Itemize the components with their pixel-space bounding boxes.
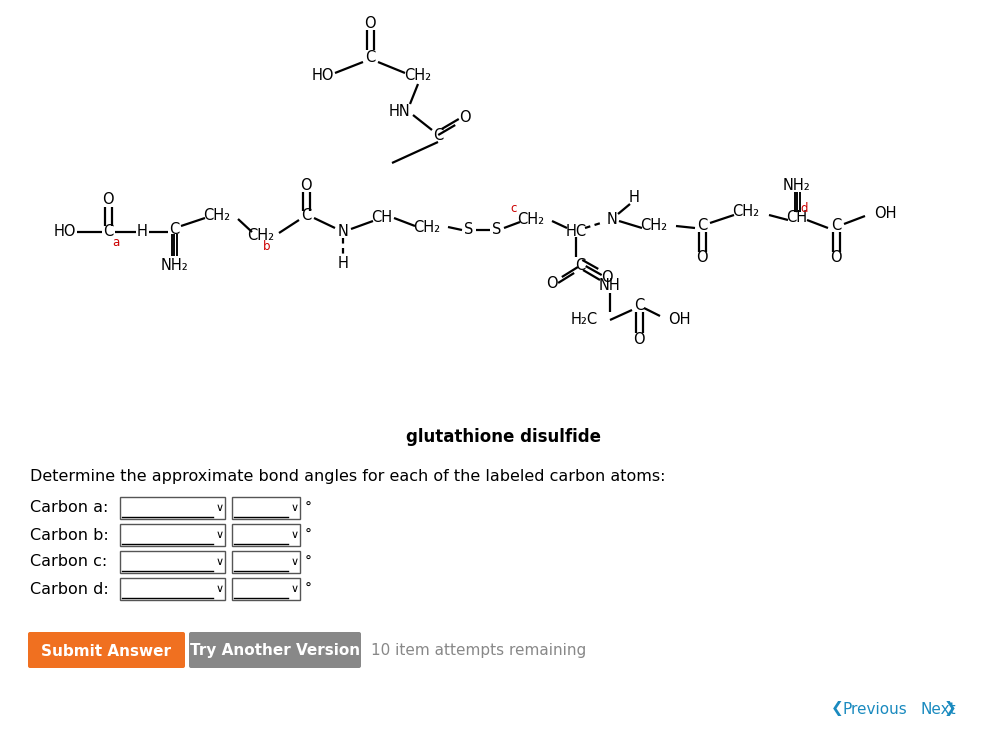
Text: Next: Next [920, 702, 956, 716]
Text: H: H [628, 190, 639, 206]
Text: S: S [464, 223, 473, 238]
Text: S: S [492, 223, 501, 238]
Text: NH₂: NH₂ [160, 258, 188, 272]
Text: HC: HC [566, 223, 586, 238]
Text: O: O [696, 251, 708, 266]
Text: C: C [575, 258, 585, 272]
Text: b: b [263, 240, 271, 252]
Text: c: c [511, 201, 518, 215]
FancyBboxPatch shape [232, 551, 300, 573]
Text: ∨: ∨ [215, 503, 225, 513]
Text: O: O [459, 110, 471, 124]
Text: Submit Answer: Submit Answer [41, 644, 171, 659]
FancyBboxPatch shape [120, 524, 225, 546]
Text: HN: HN [389, 104, 411, 119]
Text: C: C [831, 218, 841, 232]
Text: ∨: ∨ [215, 584, 225, 594]
Text: C: C [633, 298, 644, 314]
Text: C: C [433, 129, 443, 144]
Text: NH: NH [599, 278, 621, 292]
Text: H: H [337, 255, 348, 271]
Text: ∨: ∨ [291, 530, 299, 540]
Text: OH: OH [874, 206, 896, 221]
Text: °: ° [305, 555, 312, 569]
Text: ∨: ∨ [215, 530, 225, 540]
Text: °: ° [305, 528, 312, 542]
Text: °: ° [305, 582, 312, 596]
Text: Previous: Previous [843, 702, 907, 716]
Text: ∨: ∨ [215, 557, 225, 567]
Text: HO: HO [312, 69, 334, 84]
Text: OH: OH [668, 312, 691, 326]
Text: C: C [697, 218, 707, 232]
Text: °: ° [305, 501, 312, 515]
Text: O: O [546, 277, 558, 292]
Text: Carbon c:: Carbon c: [30, 554, 108, 570]
Text: ❯: ❯ [944, 702, 957, 716]
Text: C: C [103, 224, 113, 240]
Text: C: C [301, 209, 311, 223]
Text: CH₂: CH₂ [518, 212, 545, 226]
Text: H: H [137, 224, 147, 240]
Text: N: N [337, 224, 348, 240]
Text: 10 item attempts remaining: 10 item attempts remaining [371, 644, 586, 659]
FancyBboxPatch shape [120, 497, 225, 519]
Text: O: O [633, 332, 644, 348]
Text: glutathione disulfide: glutathione disulfide [406, 428, 600, 446]
Text: ❮: ❮ [831, 702, 844, 716]
Text: ∨: ∨ [291, 584, 299, 594]
Text: CH₂: CH₂ [405, 69, 432, 84]
Text: O: O [830, 251, 842, 266]
Text: N: N [606, 212, 617, 226]
FancyBboxPatch shape [232, 524, 300, 546]
Text: O: O [601, 269, 613, 284]
Text: Determine the approximate bond angles for each of the labeled carbon atoms:: Determine the approximate bond angles fo… [30, 469, 666, 485]
Text: CH₂: CH₂ [203, 207, 231, 223]
Text: NH₂: NH₂ [783, 178, 811, 192]
Text: d: d [801, 201, 808, 215]
Text: ∨: ∨ [291, 503, 299, 513]
Text: H₂C: H₂C [571, 312, 598, 328]
FancyBboxPatch shape [232, 497, 300, 519]
FancyBboxPatch shape [28, 632, 185, 668]
Text: Carbon a:: Carbon a: [30, 500, 109, 516]
Text: Carbon d:: Carbon d: [30, 582, 109, 596]
Text: HO: HO [53, 224, 76, 240]
Text: CH₂: CH₂ [414, 221, 441, 235]
Text: CH₂: CH₂ [248, 229, 275, 243]
FancyBboxPatch shape [232, 578, 300, 600]
FancyBboxPatch shape [189, 632, 361, 668]
Text: C: C [365, 50, 376, 64]
Text: CH: CH [372, 210, 393, 226]
Text: Try Another Version: Try Another Version [190, 644, 361, 659]
Text: CH₂: CH₂ [732, 204, 759, 220]
Text: O: O [300, 178, 312, 192]
Text: CH₂: CH₂ [640, 218, 668, 234]
Text: ∨: ∨ [291, 557, 299, 567]
Text: O: O [102, 192, 114, 207]
FancyBboxPatch shape [120, 578, 225, 600]
Text: a: a [113, 235, 120, 249]
Text: Carbon b:: Carbon b: [30, 528, 109, 542]
Text: O: O [365, 16, 376, 32]
Text: C: C [169, 221, 179, 237]
Text: CH: CH [786, 209, 808, 224]
FancyBboxPatch shape [120, 551, 225, 573]
